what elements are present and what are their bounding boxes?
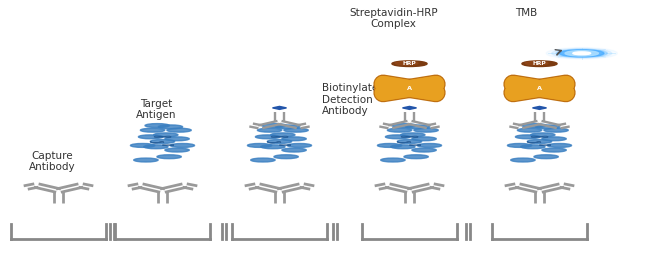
Ellipse shape	[287, 144, 311, 147]
Text: A: A	[407, 86, 412, 91]
Ellipse shape	[392, 124, 417, 127]
Ellipse shape	[522, 124, 547, 127]
Ellipse shape	[412, 148, 436, 152]
Ellipse shape	[573, 52, 591, 55]
Ellipse shape	[138, 135, 162, 139]
Ellipse shape	[153, 133, 178, 137]
Ellipse shape	[387, 128, 411, 132]
Ellipse shape	[150, 140, 175, 144]
Ellipse shape	[140, 128, 164, 132]
Ellipse shape	[412, 137, 436, 141]
Ellipse shape	[248, 144, 272, 147]
Ellipse shape	[267, 140, 292, 144]
Ellipse shape	[414, 128, 438, 132]
Ellipse shape	[276, 125, 300, 129]
Ellipse shape	[517, 128, 541, 132]
Ellipse shape	[547, 144, 571, 147]
Ellipse shape	[144, 145, 168, 149]
Ellipse shape	[530, 133, 555, 137]
Ellipse shape	[170, 144, 194, 147]
Ellipse shape	[392, 61, 427, 67]
Polygon shape	[532, 106, 547, 109]
Text: A: A	[537, 86, 542, 91]
Ellipse shape	[552, 49, 612, 58]
Ellipse shape	[534, 155, 558, 159]
Ellipse shape	[400, 133, 425, 137]
Ellipse shape	[397, 140, 422, 144]
Ellipse shape	[521, 145, 545, 149]
Ellipse shape	[282, 148, 306, 152]
Ellipse shape	[546, 48, 618, 59]
Ellipse shape	[508, 144, 532, 147]
Ellipse shape	[406, 125, 430, 129]
Polygon shape	[402, 106, 417, 109]
Ellipse shape	[522, 61, 557, 67]
Ellipse shape	[417, 144, 441, 147]
Ellipse shape	[251, 158, 275, 162]
Ellipse shape	[404, 155, 428, 159]
Ellipse shape	[565, 51, 599, 56]
Ellipse shape	[378, 144, 402, 147]
Ellipse shape	[391, 145, 415, 149]
Ellipse shape	[165, 137, 189, 141]
Ellipse shape	[282, 137, 306, 141]
Ellipse shape	[165, 148, 189, 152]
Ellipse shape	[536, 125, 560, 129]
Ellipse shape	[134, 158, 158, 162]
Ellipse shape	[385, 135, 410, 139]
Ellipse shape	[131, 144, 155, 147]
Ellipse shape	[270, 133, 295, 137]
Ellipse shape	[515, 135, 540, 139]
Ellipse shape	[284, 128, 308, 132]
Text: Biotinylated
Detection
Antibody: Biotinylated Detection Antibody	[322, 83, 385, 116]
Ellipse shape	[556, 49, 607, 57]
Ellipse shape	[544, 128, 568, 132]
Ellipse shape	[560, 50, 604, 57]
Ellipse shape	[257, 128, 281, 132]
Ellipse shape	[262, 124, 287, 127]
Polygon shape	[272, 106, 287, 109]
Ellipse shape	[167, 128, 191, 132]
Text: TMB: TMB	[515, 8, 538, 18]
Ellipse shape	[542, 148, 566, 152]
Ellipse shape	[381, 158, 405, 162]
Text: HRP: HRP	[532, 61, 547, 66]
Ellipse shape	[255, 135, 280, 139]
Text: Streptavidin-HRP
Complex: Streptavidin-HRP Complex	[349, 8, 437, 29]
Ellipse shape	[542, 137, 566, 141]
Ellipse shape	[525, 61, 548, 65]
Text: Target
Antigen: Target Antigen	[136, 99, 176, 120]
Text: Capture
Antibody: Capture Antibody	[29, 151, 75, 172]
Text: HRP: HRP	[402, 61, 417, 66]
Ellipse shape	[511, 158, 535, 162]
Ellipse shape	[274, 155, 298, 159]
Ellipse shape	[527, 140, 552, 144]
Ellipse shape	[261, 145, 285, 149]
Ellipse shape	[157, 155, 181, 159]
Ellipse shape	[395, 61, 418, 65]
Ellipse shape	[145, 124, 170, 127]
Ellipse shape	[159, 125, 183, 129]
